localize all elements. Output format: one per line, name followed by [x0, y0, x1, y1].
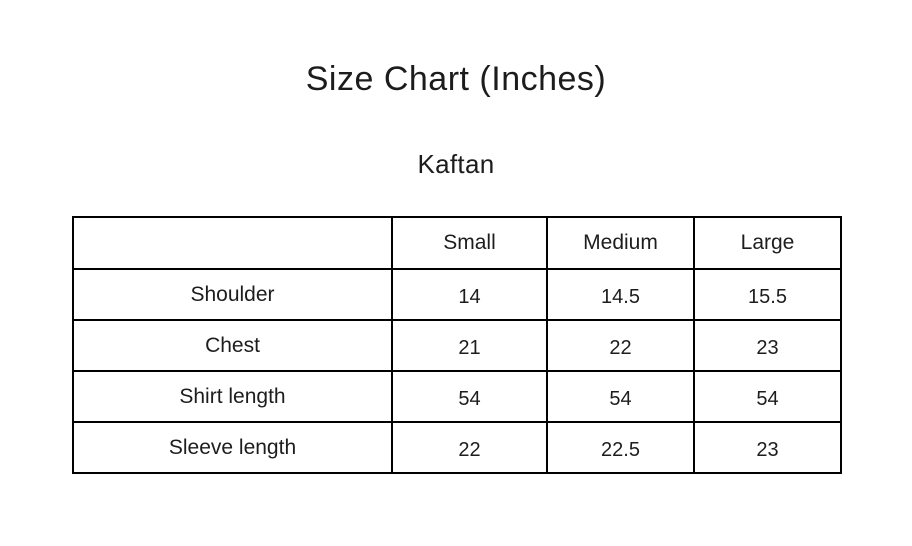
row-label-chest: Chest: [72, 319, 393, 372]
cell-chest-large: 23: [693, 319, 842, 372]
header-cell-small: Small: [391, 216, 548, 270]
header-cell-blank: [72, 216, 393, 270]
row-label-sleeve-length: Sleeve length: [72, 421, 393, 474]
cell-shoulder-small: 14: [391, 268, 548, 321]
cell-shirt-length-large: 54: [693, 370, 842, 423]
row-label-shirt-length: Shirt length: [72, 370, 393, 423]
header-cell-large: Large: [693, 216, 842, 270]
cell-shirt-length-medium: 54: [546, 370, 695, 423]
cell-sleeve-length-large: 23: [693, 421, 842, 474]
cell-shoulder-medium: 14.5: [546, 268, 695, 321]
cell-shoulder-large: 15.5: [693, 268, 842, 321]
cell-sleeve-length-small: 22: [391, 421, 548, 474]
product-name-subtitle: Kaftan: [417, 149, 495, 179]
table-row-sleeve-length: Sleeve length 22 22.5 23: [72, 421, 842, 474]
table-row-chest: Chest 21 22 23: [72, 319, 842, 372]
cell-shirt-length-small: 54: [391, 370, 548, 423]
header-cell-medium: Medium: [546, 216, 695, 270]
size-chart-table: Small Medium Large Shoulder 14 14.5 15.5…: [72, 216, 842, 474]
table-header-row: Small Medium Large: [72, 216, 842, 270]
cell-chest-medium: 22: [546, 319, 695, 372]
row-label-shoulder: Shoulder: [72, 268, 393, 321]
table-row-shoulder: Shoulder 14 14.5 15.5: [72, 268, 842, 321]
table-row-shirt-length: Shirt length 54 54 54: [72, 370, 842, 423]
page-title: Size Chart (Inches): [305, 60, 607, 98]
cell-sleeve-length-medium: 22.5: [546, 421, 695, 474]
cell-chest-small: 21: [391, 319, 548, 372]
